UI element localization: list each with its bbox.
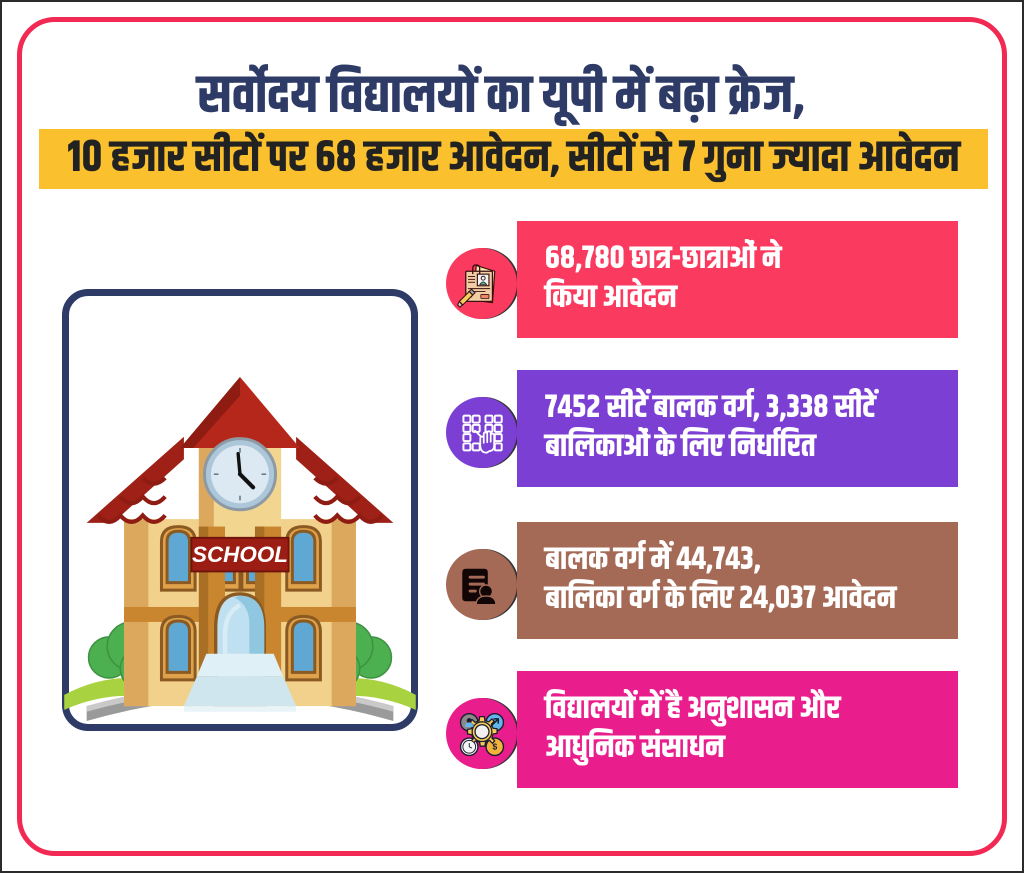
svg-text:SCHOOL: SCHOOL [192,542,288,567]
svg-text:$: $ [492,741,497,751]
